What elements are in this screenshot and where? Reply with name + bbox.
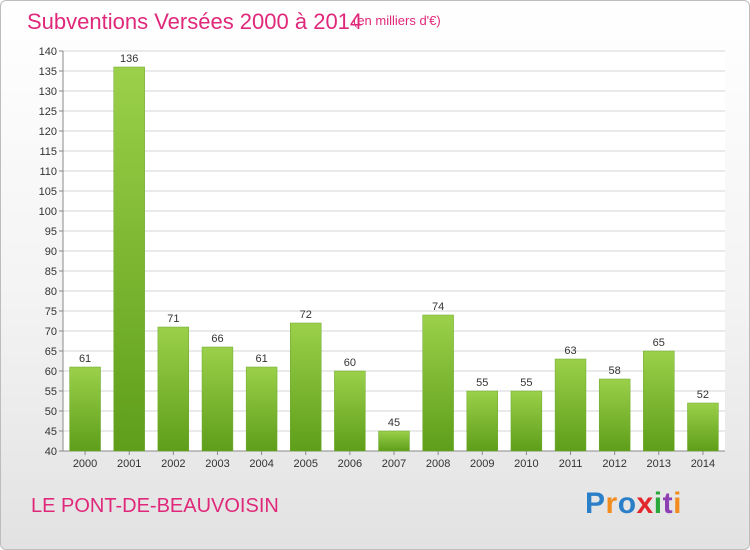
y-tick-label: 115 — [39, 146, 57, 158]
chart-subtitle: (en milliers d'€) — [353, 13, 441, 28]
bar — [643, 350, 675, 452]
bar-value-label: 58 — [609, 365, 621, 377]
bar-value-label: 66 — [211, 333, 223, 345]
x-tick-label: 2011 — [559, 458, 583, 470]
y-tick-label: 60 — [45, 366, 57, 378]
bar — [245, 366, 278, 452]
bar-value-label: 45 — [388, 417, 400, 429]
bar-value-label: 55 — [520, 377, 532, 389]
bar — [290, 322, 322, 452]
bar-value-label: 72 — [300, 309, 312, 321]
bar — [334, 370, 366, 452]
x-tick-label: 2008 — [426, 458, 450, 470]
chart-title: Subventions Versées 2000 à 2014 — [27, 9, 363, 34]
x-tick-label: 2002 — [161, 458, 185, 470]
bar — [554, 358, 587, 452]
y-tick-label: 95 — [45, 226, 57, 238]
bar-value-label: 61 — [255, 353, 267, 365]
y-tick-label: 135 — [39, 66, 57, 78]
y-tick-label: 50 — [45, 406, 57, 418]
x-tick-label: 2000 — [73, 458, 97, 470]
bar-value-label: 55 — [476, 377, 488, 389]
bar — [422, 314, 454, 452]
bar — [598, 378, 631, 452]
x-tick-label: 2013 — [647, 458, 671, 470]
y-tick-label: 140 — [39, 46, 57, 58]
bar — [510, 390, 543, 452]
bar — [687, 402, 719, 452]
x-tick-label: 2006 — [338, 458, 362, 470]
bar — [466, 390, 498, 452]
y-tick-label: 105 — [39, 186, 57, 198]
y-tick-label: 75 — [45, 306, 57, 318]
y-tick-label: 45 — [45, 426, 57, 438]
bar-value-label: 60 — [344, 357, 356, 369]
x-tick-label: 2014 — [691, 458, 715, 470]
bar-value-label: 65 — [653, 337, 665, 349]
y-tick-label: 80 — [45, 286, 57, 298]
y-tick-label: 125 — [39, 106, 57, 118]
bar — [113, 66, 145, 452]
x-tick-label: 2001 — [117, 458, 141, 470]
y-tick-label: 70 — [45, 326, 57, 338]
bar-value-label: 52 — [697, 389, 709, 401]
place-name: LE PONT-DE-BEAUVOISIN — [31, 495, 279, 517]
bar — [378, 430, 410, 452]
x-tick-label: 2009 — [470, 458, 494, 470]
bar-value-label: 74 — [432, 301, 444, 313]
y-tick-label: 85 — [45, 266, 57, 278]
bar — [201, 346, 234, 452]
y-tick-label: 130 — [39, 86, 57, 98]
x-tick-label: 2004 — [249, 458, 273, 470]
x-tick-label: 2012 — [602, 458, 626, 470]
bar — [157, 326, 190, 452]
x-tick-label: 2005 — [293, 458, 317, 470]
bar-value-label: 63 — [564, 345, 576, 357]
x-tick-label: 2003 — [205, 458, 229, 470]
x-tick-label: 2007 — [382, 458, 406, 470]
bar-value-label: 136 — [120, 53, 138, 65]
bar — [69, 366, 101, 452]
bar-value-label: 71 — [167, 313, 179, 325]
y-tick-label: 65 — [45, 346, 57, 358]
y-tick-label: 40 — [45, 446, 57, 458]
y-tick-label: 110 — [39, 166, 57, 178]
bar-value-label: 61 — [79, 353, 91, 365]
y-tick-label: 90 — [45, 246, 57, 258]
y-tick-label: 100 — [39, 206, 57, 218]
y-tick-label: 120 — [39, 126, 57, 138]
proxiti-logo: Proxiti — [585, 487, 682, 520]
y-tick-label: 55 — [45, 386, 57, 398]
x-tick-label: 2010 — [514, 458, 538, 470]
